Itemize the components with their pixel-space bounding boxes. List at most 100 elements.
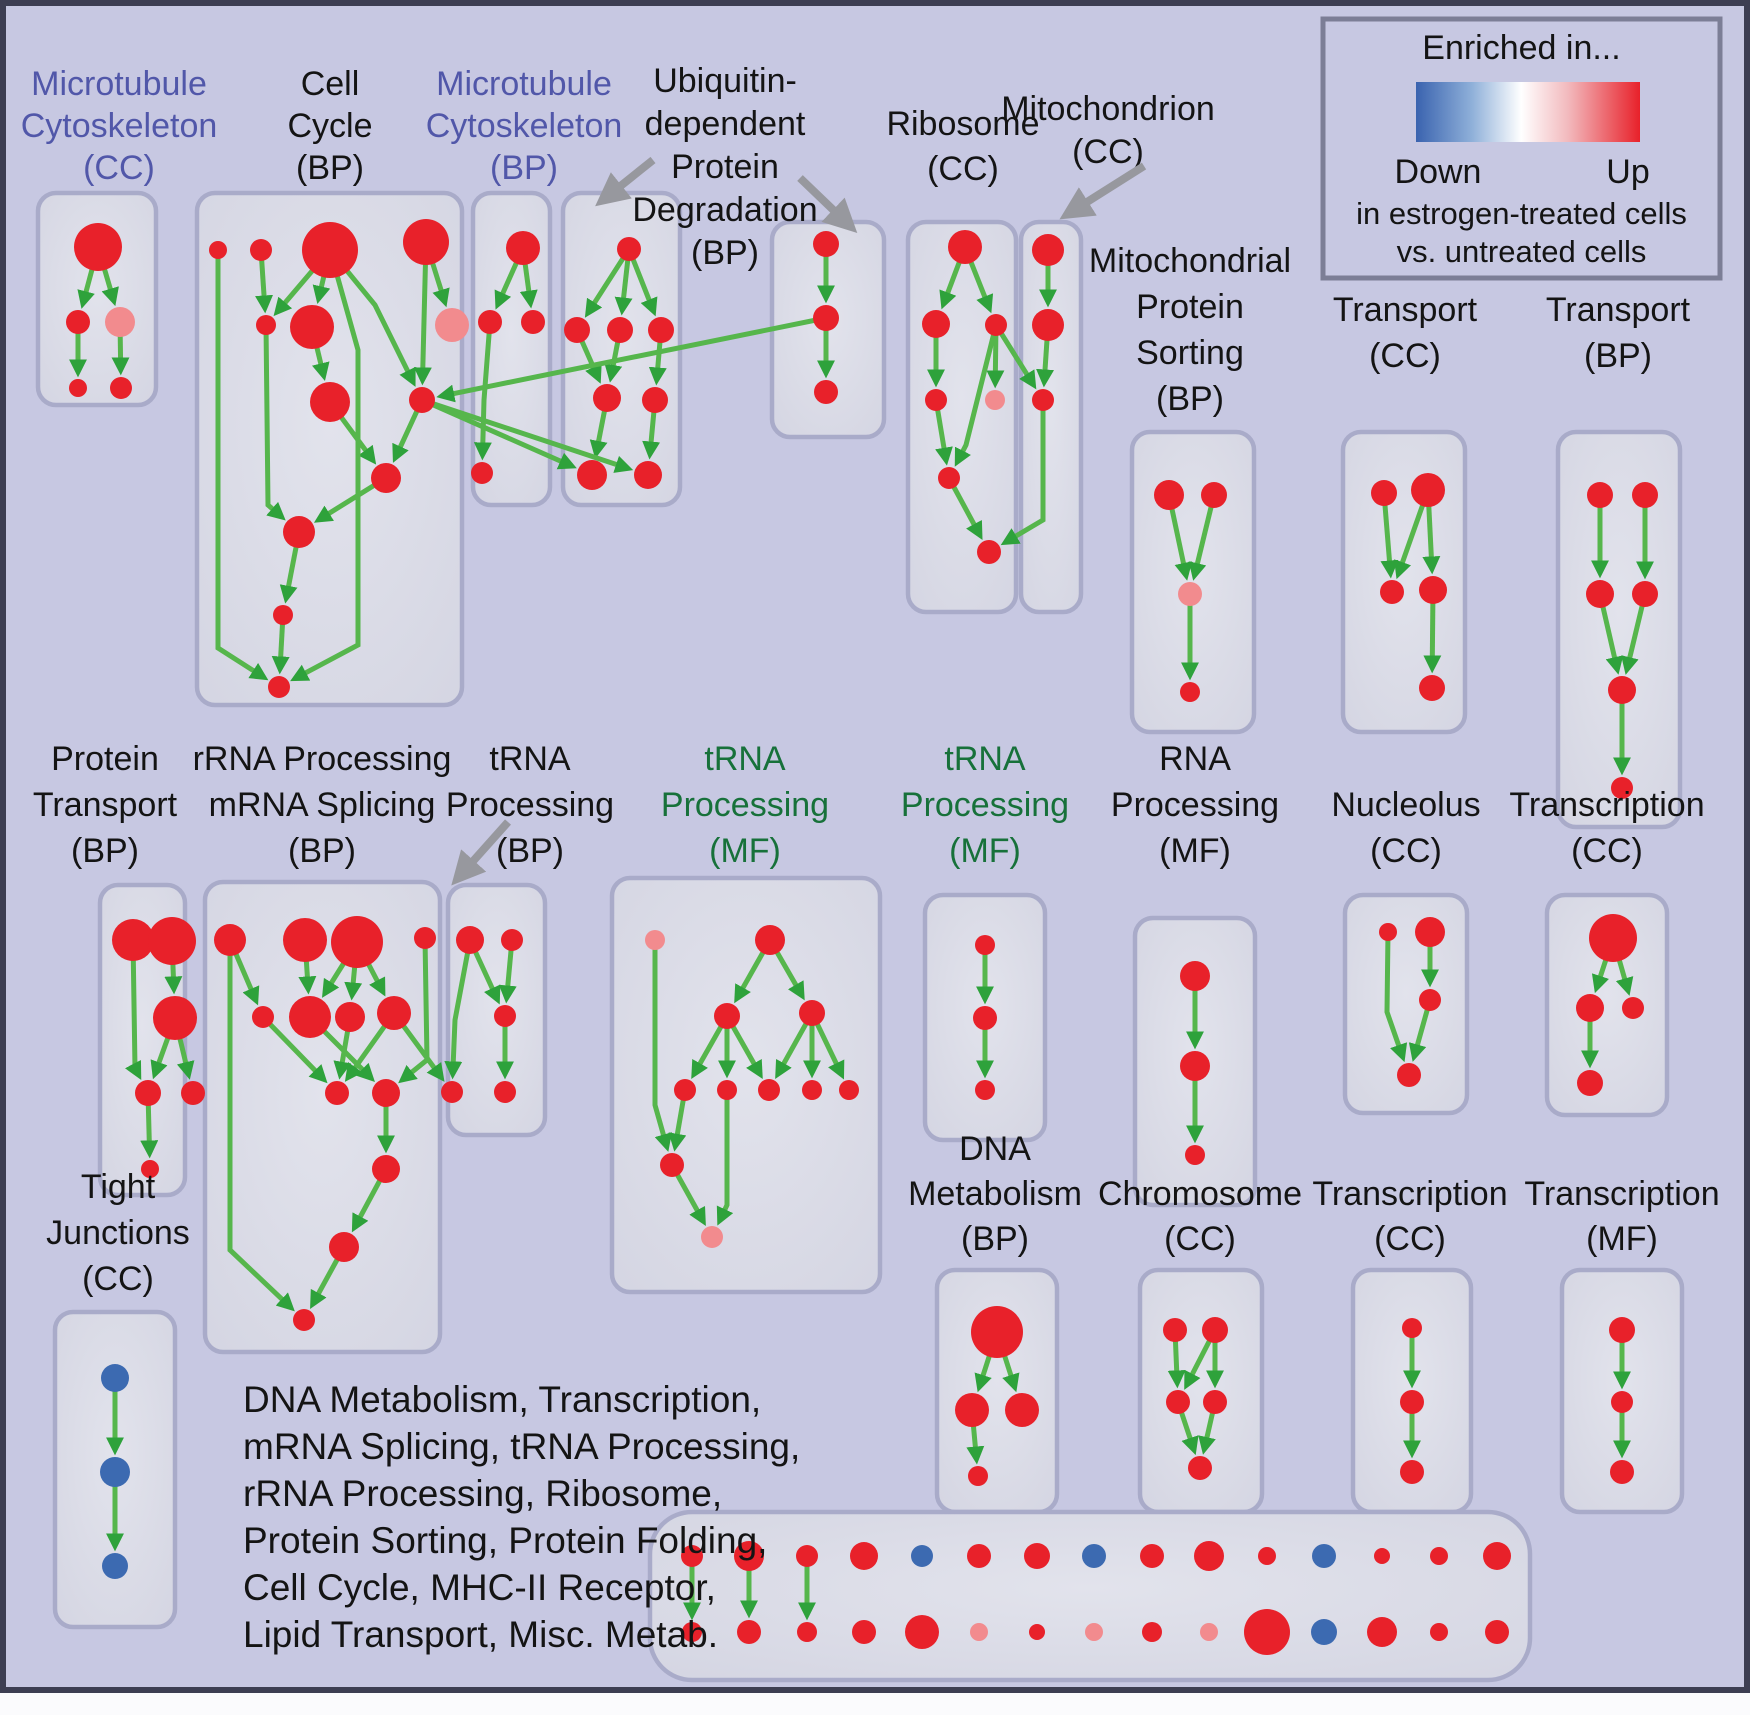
ubi-a-node-7 (634, 461, 662, 489)
trna-mf-b-label-line-0: tRNA (944, 740, 1026, 778)
mt-bp-edge-2 (473, 321, 493, 461)
cell-cycle-node-9 (283, 516, 315, 548)
trna-mf-a-label-line-2: (MF) (709, 832, 781, 870)
cell-cycle-edge-14 (263, 324, 286, 521)
trna-mf-a-edge-8 (652, 940, 673, 1152)
misc-text-line-0: DNA Metabolism, Transcription, (243, 1379, 761, 1420)
mito-box (1018, 219, 1084, 615)
chromosome-node-3 (1203, 1390, 1227, 1414)
transcription-mf-node-1 (1611, 1391, 1633, 1413)
tight-junctions-node-2 (102, 1553, 128, 1579)
mps-node-3 (1180, 682, 1200, 702)
nuclear-transport-label-line-2: (CC) (1369, 337, 1441, 375)
legend-gradient-bar (1416, 82, 1640, 142)
protein-transport-node-2 (153, 996, 197, 1040)
nuclear-transport-node-3 (1419, 576, 1447, 604)
ubi-b-node-2 (814, 380, 838, 404)
mt-bp-label-line-2: (BP) (490, 149, 558, 187)
nucleolus-node-1 (1415, 917, 1445, 947)
protein-transport-node-0 (112, 919, 154, 961)
cell-cycle-edge-12 (215, 250, 269, 681)
rrna-node-10 (372, 1155, 400, 1183)
mito-label-line-0: Mitochondrion (1001, 90, 1215, 128)
rrna-edge-13 (227, 940, 295, 1312)
shared-misc-node-8 (1140, 1544, 1164, 1568)
chromosome-label-line-1: (CC) (1164, 1220, 1236, 1258)
transcription-mf-node-2 (1610, 1460, 1634, 1484)
ubi-a-label-line-1: dependent (645, 105, 806, 143)
rrna-node-8 (325, 1081, 349, 1105)
shared-misc-node-19 (905, 1615, 939, 1649)
cross-edge-1 (421, 397, 634, 473)
mt-cc-node-0 (74, 223, 122, 271)
mt-bp-node-1 (478, 310, 502, 334)
mps-label-line-2: Sorting (1136, 334, 1244, 372)
transcription-cc-top-node-1 (1576, 994, 1604, 1022)
mt-cc-node-1 (66, 310, 90, 334)
trna-mf-a-node-8 (839, 1080, 859, 1100)
ribosome-node-5 (938, 467, 960, 489)
transcription-mf-label-line-1: (MF) (1586, 1220, 1658, 1258)
transcription-cc-bot-label-line-1: (CC) (1374, 1220, 1446, 1258)
trna-mf-a-box (609, 875, 883, 1295)
rrna-edge-6 (261, 1015, 328, 1084)
misc-text-line-1: mRNA Splicing, tRNA Processing, (243, 1426, 800, 1467)
mps-node-2 (1178, 582, 1202, 606)
legend-subline-1: in estrogen-treated cells (1356, 196, 1687, 231)
protein-transport-edge-0 (124, 939, 142, 1081)
mps-edge-1 (1188, 494, 1217, 581)
tight-junctions-label-line-0: Tight (81, 1168, 156, 1206)
shared-misc-node-0 (681, 1545, 703, 1567)
trna-mf-a-node-1 (755, 925, 785, 955)
mito-node-0 (1032, 234, 1064, 266)
cell-cycle-node-11 (268, 676, 290, 698)
cell-cycle-node-8 (371, 463, 401, 493)
mps-label-line-3: (BP) (1156, 380, 1224, 418)
ribosome-node-2 (985, 314, 1007, 336)
shared-misc-node-14 (1483, 1542, 1511, 1570)
mt-bp-label-line-0: Microtubule (436, 65, 612, 103)
ubi-a-node-5 (642, 387, 668, 413)
mt-bp-node-0 (506, 231, 540, 265)
mps-label-line-0: Mitochondrial (1089, 242, 1291, 280)
chromosome-node-2 (1166, 1390, 1190, 1414)
rna-transport-node-3 (1632, 581, 1658, 607)
nucleolus-label-line-1: (CC) (1370, 832, 1442, 870)
mps-node-1 (1201, 482, 1227, 508)
cell-cycle-edge-13 (290, 249, 361, 682)
trna-mf-a-node-10 (701, 1226, 723, 1248)
shared-misc-node-11 (1312, 1544, 1336, 1568)
shared-misc-node-7 (1082, 1544, 1106, 1568)
nuclear-transport-edge-0 (1380, 492, 1399, 579)
rrna-label-line-0: rRNA Processing (193, 740, 452, 778)
cell-cycle-node-6 (409, 387, 435, 413)
annotation-arrow-3 (451, 819, 511, 886)
rrna-box (202, 879, 443, 1355)
nucleolus-label-line-0: Nucleolus (1331, 786, 1480, 824)
rna-transport-node-1 (1632, 482, 1658, 508)
ribosome-label-line-0: Ribosome (886, 105, 1039, 143)
transcription-cc-bot-node-1 (1400, 1390, 1424, 1414)
shared-misc-node-28 (1430, 1623, 1448, 1641)
nucleolus-edge-2 (1384, 931, 1408, 1063)
trna-mf-a-node-2 (714, 1003, 740, 1029)
legend: Enriched in... Down Up in estrogen-treated … (1320, 16, 1723, 281)
ubi-b-node-0 (813, 231, 839, 257)
cell-cycle-node-10 (273, 605, 293, 625)
shared-misc-node-16 (737, 1620, 761, 1644)
trna-mf-b-node-1 (973, 1006, 997, 1030)
rna-transport-node-0 (1587, 482, 1613, 508)
mt-bp-box (470, 190, 553, 508)
bottom-strip (0, 1693, 1750, 1715)
shared-misc-node-22 (1085, 1623, 1103, 1641)
ribosome-node-3 (925, 389, 947, 411)
legend-title: Enriched in... (1422, 29, 1620, 67)
dna-metab-node-1 (955, 1393, 989, 1427)
shared-misc-node-20 (970, 1623, 988, 1641)
trna-mf-b-label-line-1: Processing (901, 786, 1069, 824)
trna-bp-label-line-2: (BP) (496, 832, 564, 870)
mt-bp-node-3 (471, 462, 493, 484)
shared-misc-node-26 (1311, 1619, 1337, 1645)
mt-cc-box (35, 190, 159, 408)
